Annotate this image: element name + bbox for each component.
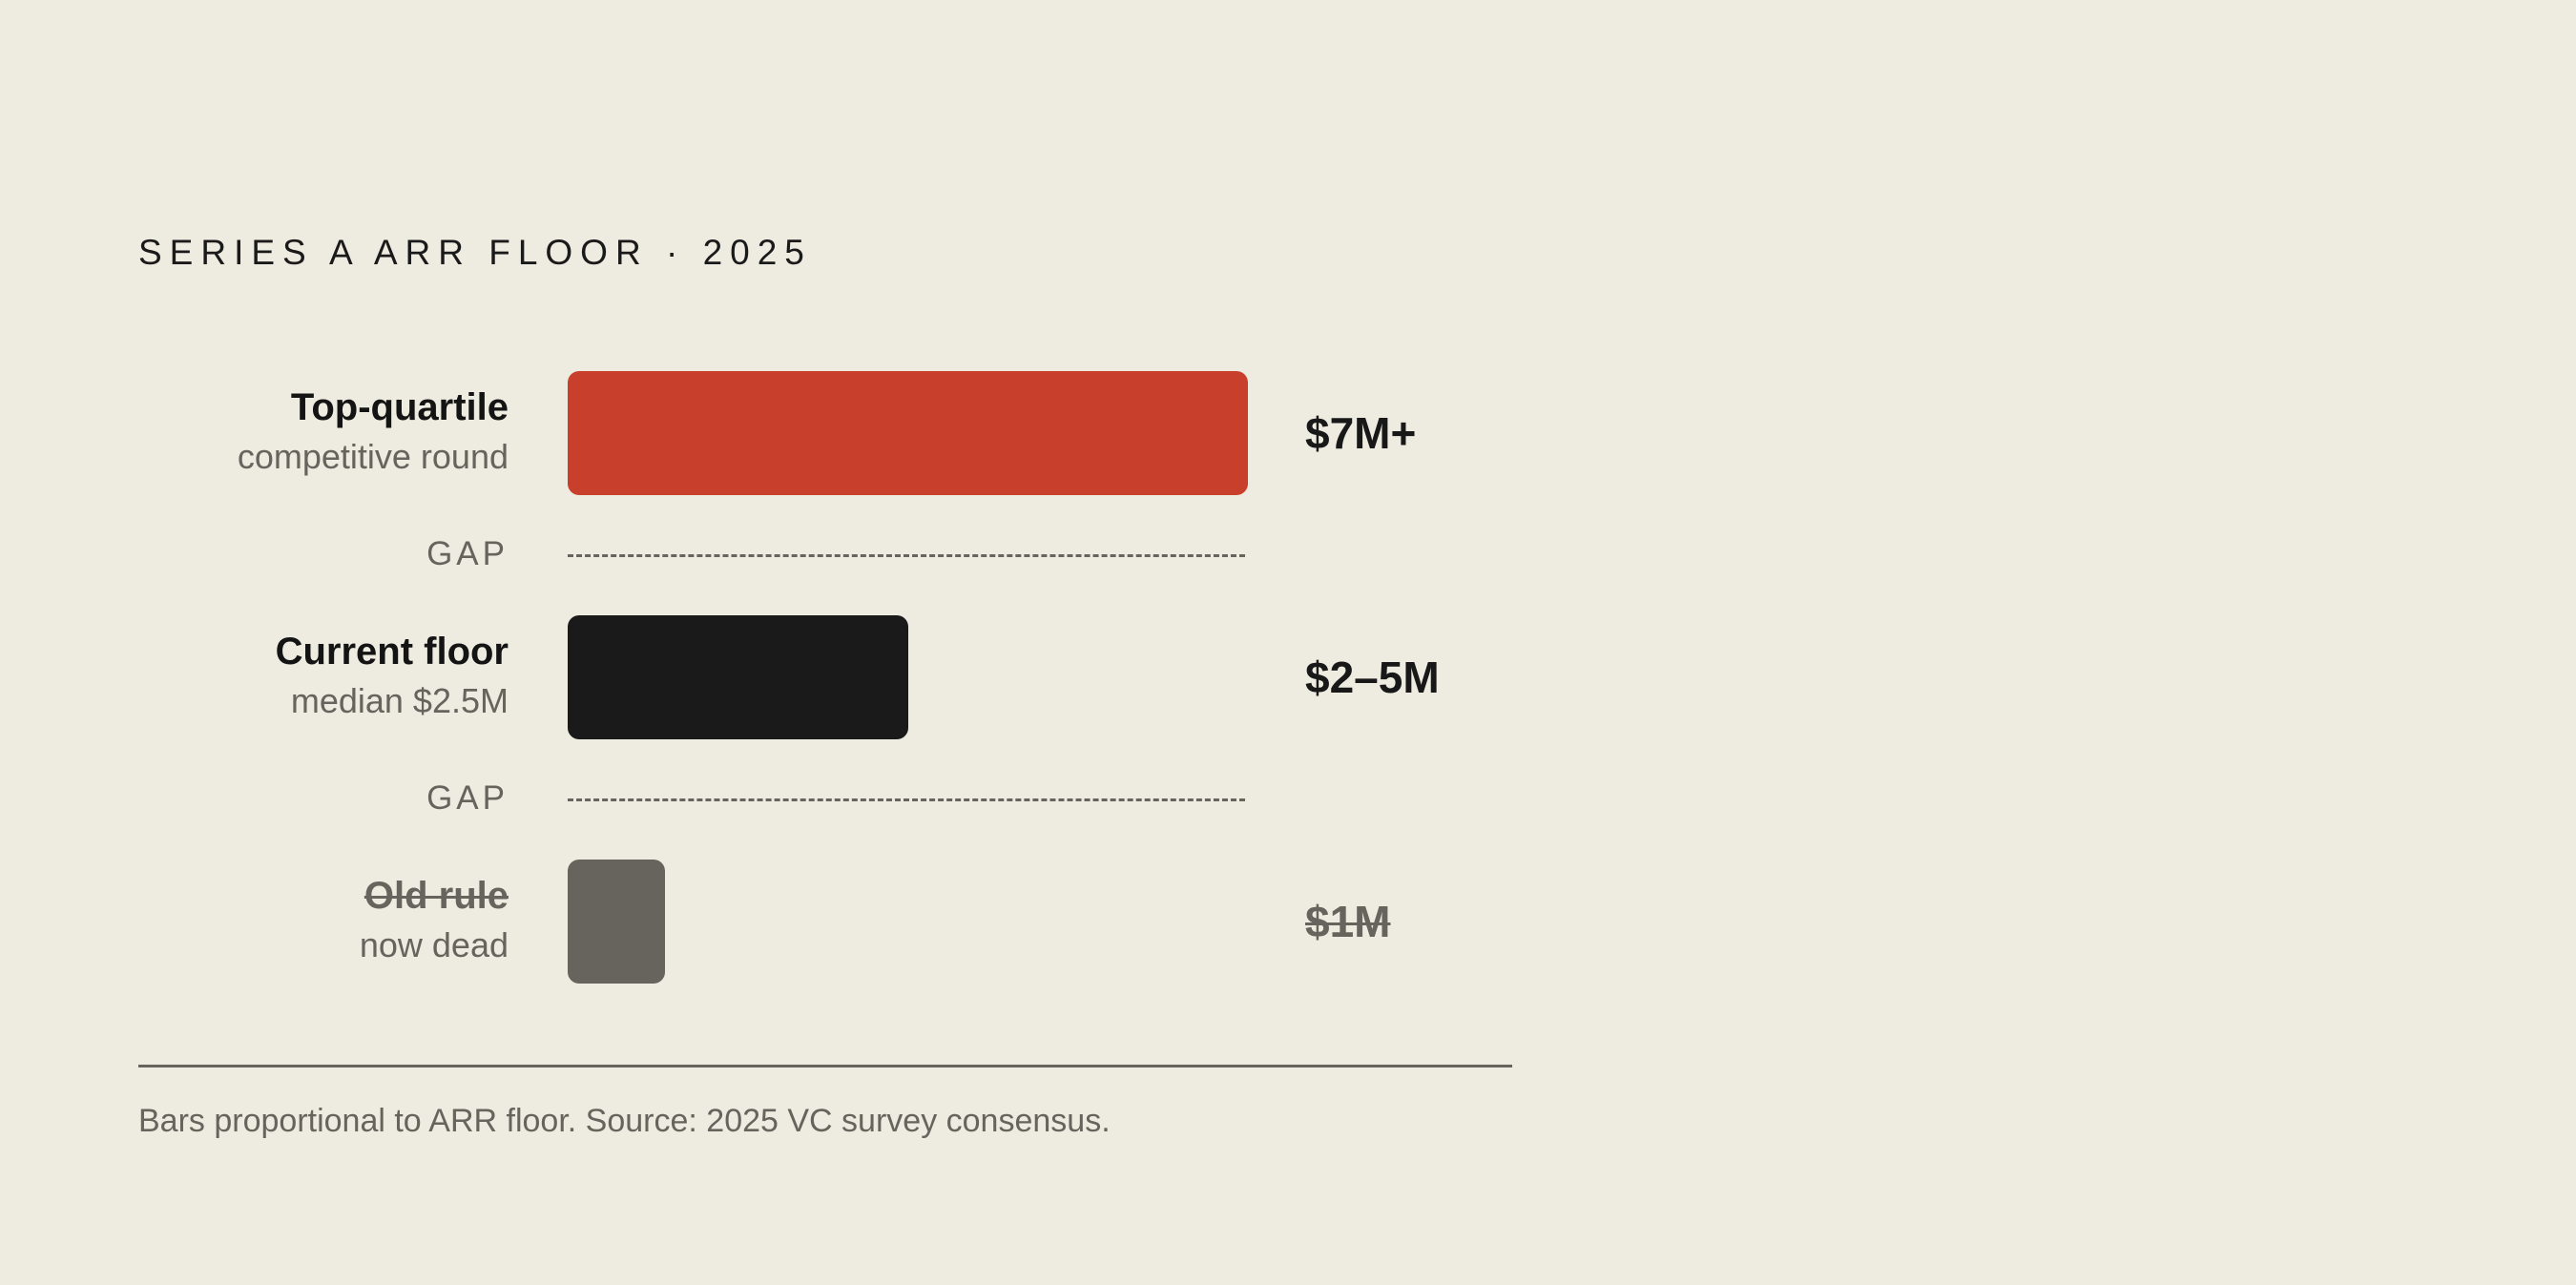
category-name: Top-quartile: [290, 386, 509, 428]
category-subtitle: now dead: [359, 925, 509, 964]
category-label: Current floor median $2.5M: [276, 627, 509, 726]
category-subtitle: median $2.5M: [290, 681, 509, 720]
chart-title: SERIES A ARR FLOOR · 2025: [138, 233, 812, 272]
chart-footnote: Bars proportional to ARR floor. Source: …: [138, 1103, 1111, 1139]
category-label: Old rule now dead: [360, 871, 509, 970]
category-subtitle: competitive round: [237, 437, 509, 476]
gap-dashed-line: [568, 554, 1245, 557]
category-label: Top-quartile competitive round: [238, 383, 509, 482]
category-name: Current floor: [275, 631, 509, 673]
value-label: $1M: [1305, 897, 1391, 946]
gap-label: GAP: [426, 779, 509, 817]
gap-label: GAP: [426, 535, 509, 572]
bar: [568, 860, 665, 984]
value-label: $2–5M: [1305, 653, 1440, 702]
bar: [568, 371, 1248, 495]
value-label: $7M+: [1305, 408, 1417, 458]
bar: [568, 615, 908, 739]
category-name: Old rule: [364, 875, 509, 917]
baseline-rule: [138, 1065, 1512, 1067]
gap-dashed-line: [568, 798, 1245, 801]
